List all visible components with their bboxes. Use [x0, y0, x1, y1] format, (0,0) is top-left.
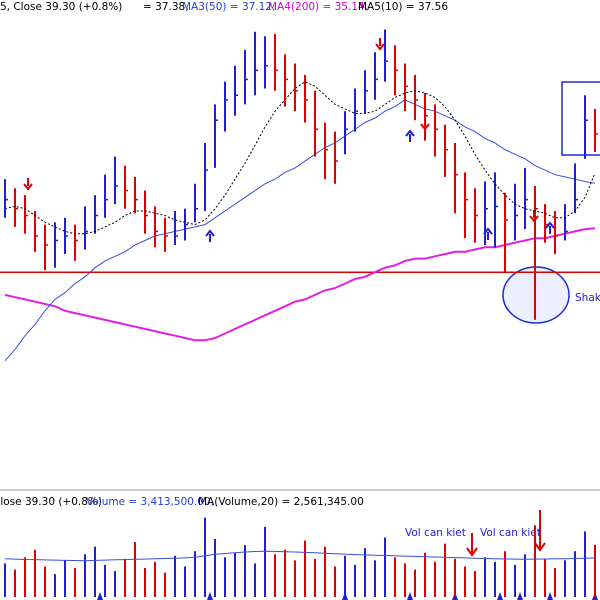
sell-arrow: [466, 533, 478, 557]
volume-ma-line: [4, 550, 596, 562]
buy-arrow: [497, 592, 503, 600]
price-bars: [4, 29, 598, 320]
buy-arrow: [407, 592, 413, 600]
legend-text: = 37.38,: [143, 1, 189, 13]
ma200-line: [4, 227, 596, 342]
sell-arrow: [534, 510, 546, 552]
legend-text: Close 39.30 (+0.8%): [0, 496, 102, 508]
ma10-line: [4, 81, 596, 235]
buy-arrow: [517, 592, 523, 600]
legend-text: MA3(50) = 37.12,: [182, 1, 275, 13]
buy-arrow: [207, 592, 213, 600]
legend-text: MA(Volume,20) = 2,561,345.00: [198, 496, 364, 508]
annotation: Vol can kiet: [405, 527, 466, 539]
legend-text: 5, Close 39.30 (+0.8%): [0, 1, 122, 13]
buy-arrow: [547, 592, 553, 600]
annotation: Vol can kiet: [480, 527, 541, 539]
buy-arrow: [405, 129, 415, 142]
legend-text: MA5(10) = 37.56: [358, 1, 448, 13]
sell-arrow: [23, 178, 33, 191]
volume-bars: [4, 517, 596, 597]
annotation: Shake: [575, 292, 600, 304]
legend-text: MA4(200) = 35.14,: [268, 1, 368, 13]
sell-arrow: [375, 38, 385, 51]
buy-arrow: [205, 229, 215, 242]
buy-arrow: [97, 592, 103, 600]
legend-text: Volume = 3,413,500.00,: [86, 496, 214, 508]
ma50-line: [4, 99, 596, 362]
highlight-box: [561, 81, 600, 156]
buy-arrow: [545, 221, 555, 234]
